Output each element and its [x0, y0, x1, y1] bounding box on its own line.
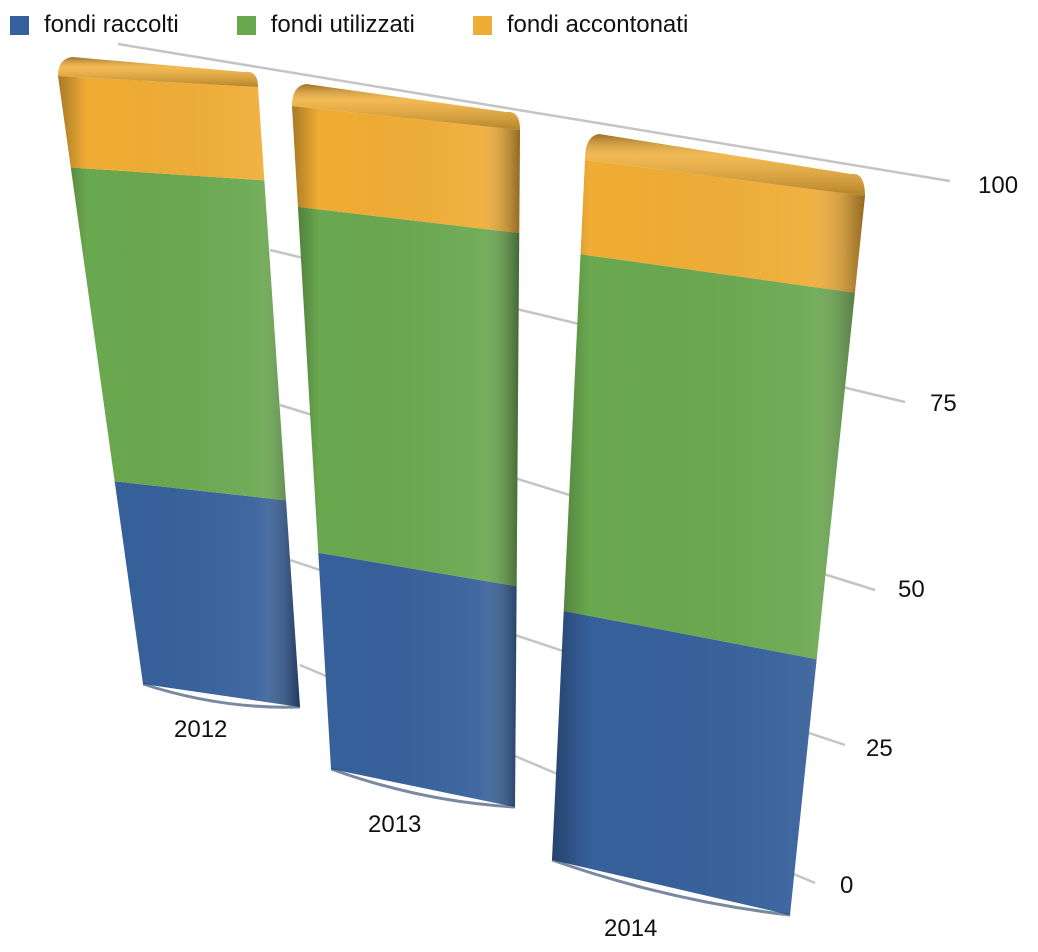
bar-shading-2014 — [552, 160, 865, 915]
bar-bottom-edge-2014 — [551, 858, 791, 917]
bar-2012 — [58, 57, 301, 709]
y-axis-ticks: 100 75 50 25 0 — [840, 172, 1018, 899]
y-tick-label-0: 0 — [840, 872, 853, 899]
bar-shading-2013 — [292, 106, 520, 807]
y-tick-label-25: 25 — [866, 735, 893, 762]
bar-2013 — [292, 84, 520, 809]
bars — [58, 57, 865, 917]
legend-swatch-accontonati — [472, 15, 492, 35]
bar-top-shine-2012 — [58, 57, 258, 87]
x-category-label-2013: 2013 — [368, 811, 421, 838]
legend-item-raccolti: fondi raccolti — [10, 11, 179, 39]
x-category-label-2014: 2014 — [604, 915, 657, 942]
legend-swatch-utilizzati — [236, 15, 256, 35]
bar-shading-2012 — [58, 76, 300, 707]
y-tick-label-75: 75 — [930, 390, 957, 417]
legend-item-accontonati: fondi accontonati — [472, 11, 689, 39]
bar-bottom-edge-2013 — [330, 767, 516, 809]
bar-bottom-edge-2012 — [142, 682, 301, 709]
bar-top-shine-2013 — [292, 84, 520, 130]
y-tick-label-100: 100 — [978, 172, 1018, 199]
bar-top-shine-2014 — [585, 134, 865, 196]
x-category-label-2012: 2012 — [174, 716, 227, 743]
legend-label-accontonati: fondi accontonati — [506, 11, 689, 38]
gridline-100 — [117, 42, 951, 183]
legend-label-utilizzati: fondi utilizzati — [270, 11, 415, 38]
legend-swatch-raccolti — [10, 15, 29, 35]
x-axis-categories: 2012 2013 2014 — [174, 716, 657, 942]
bar-2014 — [551, 134, 865, 917]
legend-label-raccolti: fondi raccolti — [44, 11, 179, 38]
legend: fondi raccolti fondi utilizzati fondi ac… — [10, 8, 746, 42]
legend-item-utilizzati: fondi utilizzati — [236, 11, 415, 39]
y-tick-label-50: 50 — [898, 576, 925, 603]
